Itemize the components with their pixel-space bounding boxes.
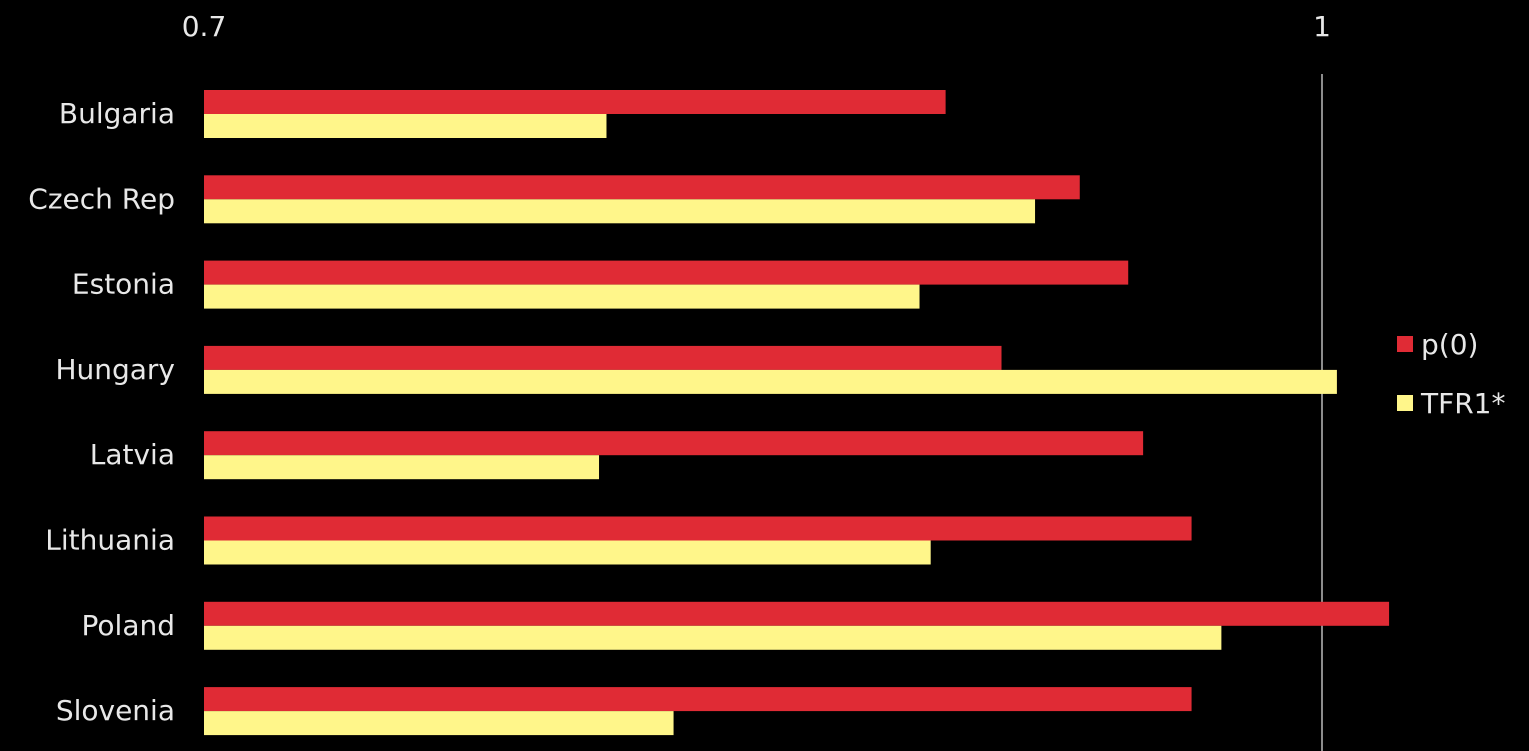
legend-label-tfr1: TFR1* [1420, 387, 1505, 420]
bar-tfr1-bulgaria [204, 114, 607, 138]
bar-tfr1-latvia [204, 455, 600, 480]
bar-p0-czech-rep [204, 175, 1080, 200]
category-label: Latvia [90, 438, 175, 471]
legend-swatch-tfr1 [1397, 395, 1413, 411]
bar-tfr1-estonia [204, 284, 920, 309]
bar-tfr1-czech-rep [204, 199, 1036, 224]
category-label: Bulgaria [59, 97, 175, 130]
legend-swatch-p0 [1397, 336, 1413, 352]
category-labels: Bulgaria Czech Rep Estonia Hungary Latvia Lit… [28, 97, 175, 727]
bar-p0-lithuania [204, 516, 1192, 541]
category-label: Estonia [72, 268, 175, 301]
category-label: Poland [82, 609, 175, 642]
legend-label-p0: p(0) [1421, 328, 1478, 361]
bar-tfr1-lithuania [204, 540, 931, 565]
bar-p0-estonia [204, 260, 1129, 285]
bar-tfr1-slovenia [204, 711, 674, 736]
bar-tfr1-hungary [204, 369, 1337, 394]
category-label: Hungary [55, 353, 175, 386]
bar-p0-bulgaria [204, 90, 946, 114]
bar-p0-poland [204, 601, 1390, 626]
bar-p0-hungary [204, 345, 1002, 370]
x-tick-label: 1 [1313, 10, 1331, 43]
axis-ticks: 0.7 1 [182, 10, 1331, 43]
bar-tfr1-poland [204, 625, 1222, 650]
category-label: Lithuania [45, 524, 175, 557]
x-tick-label: 0.7 [182, 10, 227, 43]
category-label: Slovenia [56, 694, 175, 727]
bars-layer [204, 90, 1390, 736]
category-label: Czech Rep [28, 182, 175, 215]
bar-p0-slovenia [204, 687, 1192, 712]
bar-p0-latvia [204, 431, 1144, 456]
legend: p(0) TFR1* [1397, 328, 1505, 420]
